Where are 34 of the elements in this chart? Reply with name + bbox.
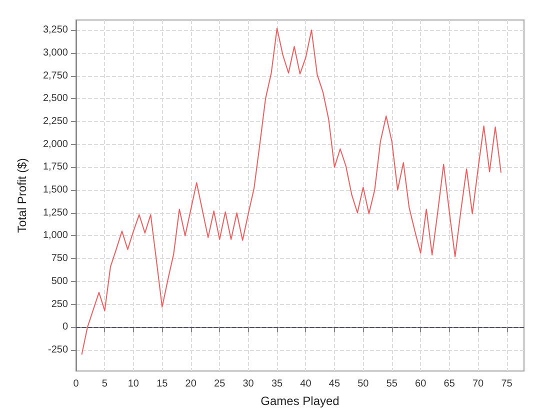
x-tick-label: 60: [415, 378, 427, 390]
x-tick-label: 75: [501, 378, 513, 390]
y-tick-label: 250: [51, 298, 68, 310]
y-tick-label: 3,250: [42, 24, 68, 36]
x-tick-label: 0: [73, 378, 80, 390]
y-tick-label: 1,750: [42, 162, 68, 173]
y-tick-label: 0: [62, 322, 68, 333]
y-tick-label: 1,250: [42, 207, 68, 218]
x-tick-label: 25: [214, 378, 226, 390]
line-series: [81, 28, 502, 356]
y-tick-label: 2,500: [42, 93, 68, 104]
x-axis-title: Games Played: [260, 394, 340, 408]
y-tick-label: 750: [51, 253, 68, 264]
x-tick-label: 35: [271, 378, 284, 390]
x-tick-label: 65: [444, 378, 456, 390]
x-tick-label: 30: [242, 378, 254, 390]
x-tick-label: 70: [472, 378, 484, 390]
y-tick-label: 2,000: [42, 138, 68, 150]
x-tick-label: 20: [185, 378, 197, 390]
y-tick-label: 1,500: [42, 184, 68, 196]
x-tick-label: 40: [300, 378, 312, 390]
x-tick-label: 5: [102, 378, 108, 390]
y-tick-label: 2,250: [42, 116, 68, 127]
x-tick-label: 45: [328, 378, 340, 390]
y-tick-label: 2,750: [42, 70, 68, 82]
y-tick-label: 3,000: [42, 47, 68, 58]
x-tick-label: 15: [156, 378, 168, 390]
y-tick-label: -250: [48, 344, 68, 356]
x-tick-label: 10: [128, 378, 140, 390]
y-tick-label: 1,000: [42, 230, 68, 242]
y-axis-title: Total Profit ($): [15, 158, 29, 233]
x-tick-label: 50: [358, 378, 370, 390]
y-tick-label: 500: [51, 276, 68, 287]
x-tick-label: 55: [386, 378, 398, 390]
